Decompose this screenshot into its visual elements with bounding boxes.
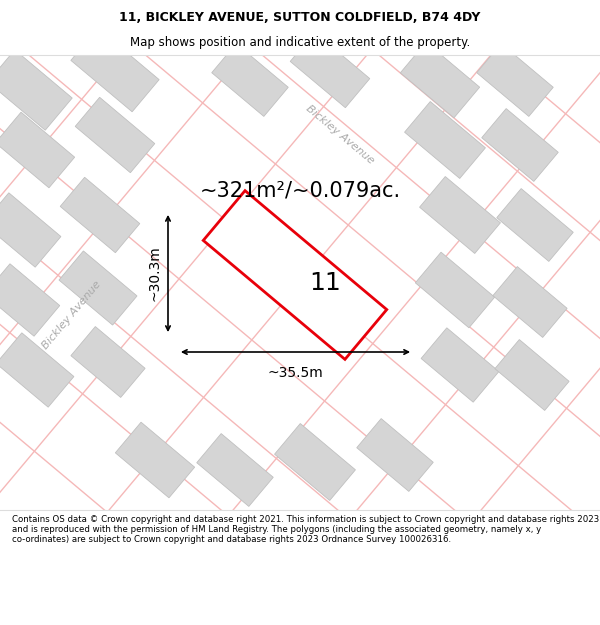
Text: 11, BICKLEY AVENUE, SUTTON COLDFIELD, B74 4DY: 11, BICKLEY AVENUE, SUTTON COLDFIELD, B7… bbox=[119, 11, 481, 24]
Text: ~35.5m: ~35.5m bbox=[268, 366, 323, 380]
Polygon shape bbox=[71, 326, 145, 398]
Polygon shape bbox=[0, 333, 74, 407]
Polygon shape bbox=[59, 251, 137, 325]
Text: Contains OS data © Crown copyright and database right 2021. This information is : Contains OS data © Crown copyright and d… bbox=[12, 514, 599, 544]
Polygon shape bbox=[115, 422, 194, 498]
Text: ~30.3m: ~30.3m bbox=[148, 246, 162, 301]
Polygon shape bbox=[290, 32, 370, 108]
Polygon shape bbox=[75, 98, 155, 172]
Text: Bickley Avenue: Bickley Avenue bbox=[41, 279, 103, 351]
Polygon shape bbox=[0, 264, 60, 336]
Polygon shape bbox=[357, 419, 433, 491]
Polygon shape bbox=[482, 109, 558, 181]
Polygon shape bbox=[419, 176, 500, 254]
Text: Bickley Avenue: Bickley Avenue bbox=[304, 104, 376, 166]
Polygon shape bbox=[0, 112, 74, 188]
Polygon shape bbox=[71, 28, 159, 112]
Text: 11: 11 bbox=[309, 271, 341, 295]
Polygon shape bbox=[275, 424, 355, 501]
Polygon shape bbox=[421, 328, 499, 402]
Polygon shape bbox=[212, 44, 288, 116]
Polygon shape bbox=[60, 177, 140, 252]
Polygon shape bbox=[477, 44, 553, 116]
Text: Map shows position and indicative extent of the property.: Map shows position and indicative extent… bbox=[130, 36, 470, 49]
Polygon shape bbox=[203, 191, 387, 359]
Text: ~321m²/~0.079ac.: ~321m²/~0.079ac. bbox=[199, 180, 401, 200]
Polygon shape bbox=[197, 434, 273, 506]
Polygon shape bbox=[400, 42, 479, 118]
Polygon shape bbox=[495, 339, 569, 411]
Polygon shape bbox=[0, 50, 72, 130]
Polygon shape bbox=[0, 193, 61, 267]
Polygon shape bbox=[497, 189, 573, 261]
Polygon shape bbox=[493, 266, 567, 338]
Polygon shape bbox=[415, 252, 494, 328]
Polygon shape bbox=[404, 101, 485, 179]
